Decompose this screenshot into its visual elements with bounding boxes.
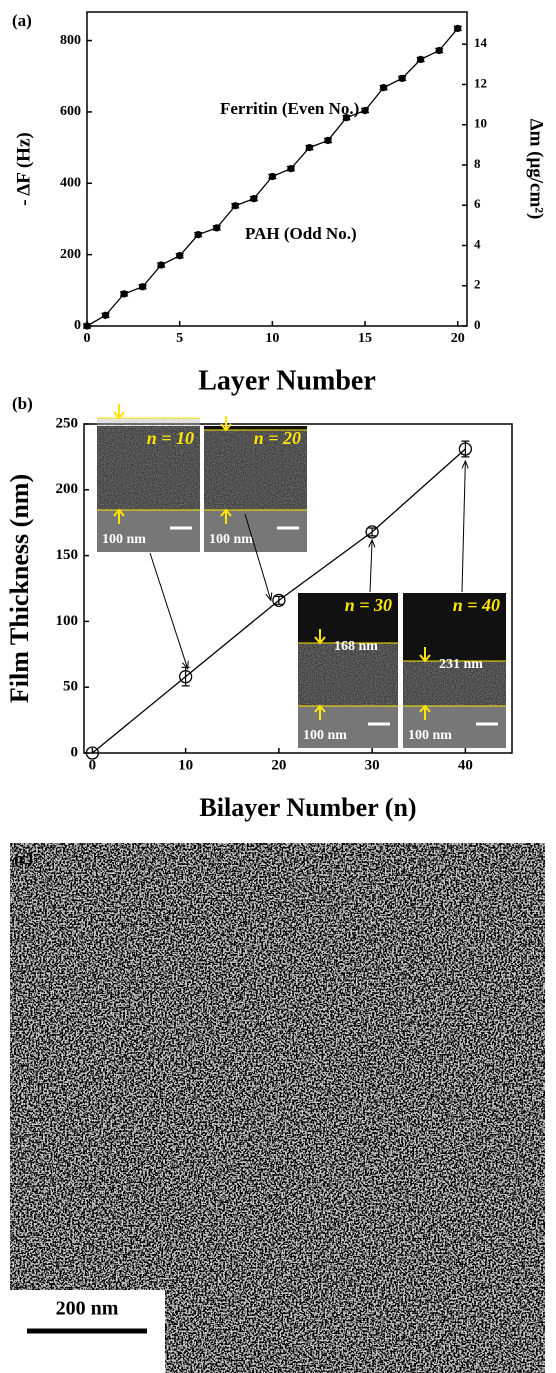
y-axis-label: - ΔF (Hz) — [13, 132, 34, 205]
y2-tick-label: 8 — [474, 156, 481, 171]
data-point — [436, 48, 442, 54]
data-point — [381, 85, 387, 91]
y-tick-label: 100 — [56, 613, 79, 629]
y-tick-label: 0 — [74, 318, 81, 333]
inset-n-label: n = 10 — [147, 428, 194, 448]
inset-scale-label: 100 nm — [303, 728, 347, 743]
y2-tick-label: 4 — [474, 236, 481, 251]
data-point — [232, 203, 238, 209]
inset-n-label: n = 20 — [254, 428, 301, 448]
y-tick-label: 600 — [60, 104, 81, 119]
y-axis-label: Film Thickness (nm) — [5, 474, 34, 703]
data-point — [103, 312, 109, 318]
data-point — [399, 75, 405, 81]
annotation: Ferritin (Even No.) — [220, 99, 359, 118]
inset-thickness: 231 nm — [439, 657, 483, 672]
inset-thickness: 116 nm — [240, 412, 284, 427]
data-point — [84, 323, 90, 329]
x-tick-label: 20 — [451, 331, 465, 346]
pointer-arrow — [150, 553, 188, 669]
y-tick-label: 200 — [60, 247, 81, 262]
panel-label: (b) — [12, 394, 33, 413]
inset-scale-label: 100 nm — [209, 532, 253, 547]
x-tick-label: 0 — [89, 757, 97, 773]
x-tick-label: 30 — [365, 757, 380, 773]
data-point — [418, 56, 424, 62]
x-axis-label: Layer Number — [198, 365, 376, 396]
data-point — [140, 284, 146, 290]
y-tick-label: 150 — [56, 547, 79, 563]
data-point — [251, 196, 257, 202]
inset-scale-label: 100 nm — [102, 532, 146, 547]
data-point — [158, 262, 164, 268]
data-point — [325, 137, 331, 143]
scale-label: 200 nm — [56, 1298, 119, 1320]
inset-scale-label: 100 nm — [408, 728, 452, 743]
data-point — [121, 291, 127, 297]
y2-tick-label: 14 — [474, 35, 488, 50]
y-tick-label: 200 — [56, 481, 79, 497]
y2-tick-label: 2 — [474, 277, 481, 292]
data-point — [288, 166, 294, 172]
x-tick-label: 10 — [265, 331, 279, 346]
y2-tick-label: 0 — [474, 317, 481, 332]
data-point — [455, 25, 461, 31]
plot-frame — [87, 12, 467, 326]
panel-label: (c) — [14, 849, 33, 868]
data-point — [362, 107, 368, 113]
y-tick-label: 50 — [63, 679, 78, 695]
data-point — [306, 145, 312, 151]
inset-n-label: n = 40 — [453, 595, 500, 615]
x-tick-label: 40 — [458, 757, 473, 773]
pointer-arrow — [462, 461, 465, 592]
x-tick-label: 15 — [358, 331, 372, 346]
x-tick-label: 5 — [176, 331, 183, 346]
x-axis-label: Bilayer Number (n) — [199, 793, 416, 822]
sem-inset: n = 40 231 nm 100 nm — [403, 593, 506, 748]
sem-inset: n = 10 58 nm 100 nm — [97, 400, 200, 552]
sem-inset: n = 30 168 nm 100 nm — [298, 593, 398, 748]
annotation: PAH (Odd No.) — [245, 224, 357, 243]
y-tick-label: 800 — [60, 33, 81, 48]
data-point — [177, 253, 183, 259]
x-tick-label: 0 — [84, 331, 91, 346]
y2-axis-label: Δm (μg/cm²) — [526, 119, 547, 220]
y-tick-label: 250 — [56, 415, 79, 431]
y-tick-label: 0 — [71, 744, 79, 760]
inset-thickness: 168 nm — [334, 639, 378, 654]
inset-n-label: n = 30 — [345, 595, 392, 615]
data-point — [344, 115, 350, 121]
y2-tick-label: 6 — [474, 196, 481, 211]
x-tick-label: 10 — [178, 757, 193, 773]
y-tick-label: 400 — [60, 175, 81, 190]
inset-thickness: 58 nm — [133, 400, 170, 415]
x-tick-label: 20 — [271, 757, 286, 773]
figure: 200 nm (c) (a)05101520020040060080002468… — [0, 0, 556, 1373]
pointer-arrow — [370, 540, 372, 592]
data-point — [195, 232, 201, 238]
panel-label: (a) — [12, 11, 32, 30]
y2-tick-label: 10 — [474, 116, 487, 131]
y2-tick-label: 12 — [474, 75, 487, 90]
data-point — [269, 173, 275, 179]
data-point — [214, 225, 220, 231]
